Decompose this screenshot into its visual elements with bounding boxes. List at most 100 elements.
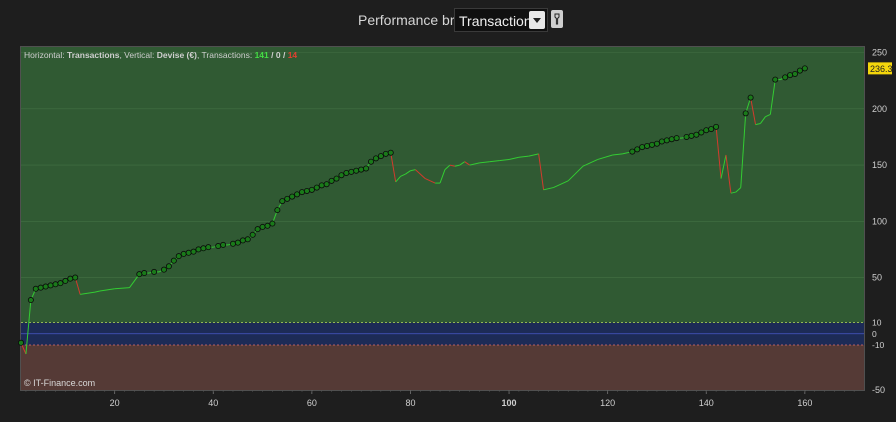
equity-segment bbox=[474, 162, 480, 165]
high-marker bbox=[708, 126, 715, 133]
chart-info: Horizontal: Transactions, Vertical: Devi… bbox=[24, 50, 297, 60]
negative-zone bbox=[21, 345, 864, 390]
equity-segment bbox=[415, 169, 426, 179]
y-tick-label: 250 bbox=[872, 48, 887, 58]
high-marker bbox=[205, 244, 212, 251]
equity-segment bbox=[567, 165, 584, 182]
equity-segment bbox=[405, 170, 411, 175]
x-tick-label: 120 bbox=[600, 398, 615, 408]
info-vertical-key: , Vertical: bbox=[119, 50, 156, 60]
high-marker bbox=[185, 249, 192, 256]
high-marker bbox=[693, 131, 700, 138]
high-marker bbox=[249, 231, 256, 238]
high-marker bbox=[57, 280, 64, 287]
x-tick-label: 100 bbox=[502, 398, 517, 408]
high-marker bbox=[634, 146, 641, 153]
header-bar: Performance brute Transactions bbox=[0, 0, 896, 42]
equity-segment bbox=[454, 164, 460, 167]
threshold-label: 10 bbox=[872, 318, 882, 328]
high-marker bbox=[279, 198, 286, 205]
high-marker bbox=[180, 250, 187, 257]
high-marker bbox=[363, 165, 370, 172]
axis-select-value: Transactions bbox=[459, 13, 539, 29]
high-marker bbox=[353, 167, 360, 174]
high-marker bbox=[338, 172, 345, 179]
high-marker bbox=[195, 246, 202, 253]
equity-segment bbox=[94, 290, 100, 293]
high-marker bbox=[323, 181, 330, 188]
equity-segment bbox=[755, 122, 761, 126]
high-marker bbox=[372, 155, 379, 162]
high-marker bbox=[387, 149, 394, 156]
equity-segment bbox=[449, 164, 455, 167]
equity-segment bbox=[469, 163, 475, 166]
high-marker bbox=[629, 148, 636, 155]
equity-segment bbox=[508, 156, 520, 160]
equity-segment bbox=[760, 116, 766, 124]
high-marker bbox=[32, 285, 39, 292]
equity-segment bbox=[735, 187, 742, 193]
equity-segment bbox=[459, 161, 465, 166]
high-marker bbox=[791, 70, 798, 77]
last-value-badge bbox=[868, 62, 892, 75]
equity-segment bbox=[489, 160, 500, 163]
high-marker bbox=[284, 195, 291, 202]
chevron-down-icon[interactable] bbox=[529, 11, 545, 29]
equity-segment bbox=[410, 169, 416, 172]
equity-segment bbox=[622, 152, 628, 155]
high-marker bbox=[62, 277, 69, 284]
equity-segment bbox=[612, 153, 623, 156]
info-sep-1: / bbox=[269, 50, 276, 60]
y-tick-label: 200 bbox=[872, 104, 887, 114]
equity-segment bbox=[715, 126, 722, 179]
high-marker bbox=[42, 283, 49, 290]
high-marker bbox=[742, 110, 749, 117]
equity-segment bbox=[528, 153, 539, 157]
info-horizontal-key: Horizontal: bbox=[24, 50, 67, 60]
high-marker bbox=[698, 129, 705, 136]
y-tick-label: 100 bbox=[872, 216, 887, 226]
equity-segment bbox=[99, 288, 115, 292]
positive-zone bbox=[21, 47, 864, 323]
high-marker bbox=[200, 245, 207, 252]
high-marker bbox=[303, 187, 310, 194]
info-transactions-key: , Transactions: bbox=[197, 50, 255, 60]
equity-segment bbox=[80, 291, 96, 295]
equity-segment bbox=[740, 113, 747, 188]
axis-select[interactable]: Transactions bbox=[454, 8, 548, 32]
high-marker bbox=[294, 191, 301, 198]
x-tick-label: 160 bbox=[797, 398, 812, 408]
high-marker bbox=[801, 65, 808, 72]
high-marker bbox=[175, 253, 182, 260]
high-marker bbox=[673, 135, 680, 142]
equity-segment bbox=[543, 187, 554, 191]
high-marker bbox=[244, 236, 251, 243]
high-marker bbox=[787, 72, 794, 79]
wrench-icon[interactable] bbox=[551, 10, 563, 28]
equity-segment bbox=[395, 175, 401, 183]
y-tick-label: -50 bbox=[872, 385, 885, 395]
high-marker bbox=[298, 189, 305, 196]
high-marker bbox=[234, 239, 241, 246]
high-marker bbox=[259, 223, 266, 230]
info-vertical-value: Devise (€) bbox=[157, 50, 197, 60]
equity-segment bbox=[750, 97, 757, 125]
high-marker bbox=[644, 142, 651, 149]
threshold-label: 0 bbox=[872, 329, 877, 339]
high-marker bbox=[27, 297, 34, 304]
info-horizontal-value: Transactions bbox=[67, 50, 120, 60]
high-marker bbox=[658, 138, 665, 145]
copyright-text: © IT-Finance.com bbox=[24, 378, 95, 388]
high-marker bbox=[796, 67, 803, 74]
high-marker bbox=[254, 226, 261, 233]
high-marker bbox=[747, 94, 754, 101]
equity-segment bbox=[538, 153, 545, 190]
high-marker bbox=[382, 150, 389, 157]
high-marker bbox=[289, 193, 296, 200]
high-marker bbox=[17, 339, 24, 346]
high-marker bbox=[333, 175, 340, 182]
high-marker bbox=[688, 132, 695, 139]
high-marker bbox=[639, 144, 646, 151]
high-marker bbox=[220, 241, 227, 248]
